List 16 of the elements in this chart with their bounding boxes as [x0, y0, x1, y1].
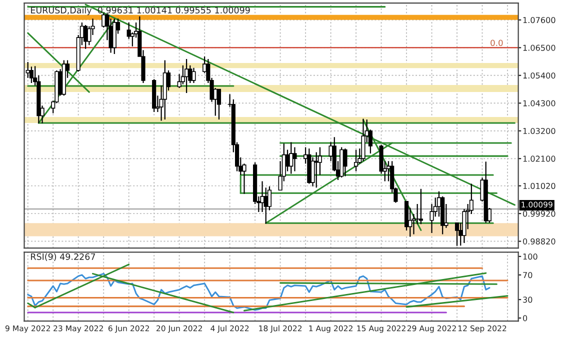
annotation: 0.0 [490, 40, 503, 46]
y-tick-label: 100 [523, 254, 538, 260]
y-tick-label: 1.04300 [523, 100, 556, 106]
y-tick-label: 1.01020 [523, 182, 556, 189]
chart-title: EURUSD,Daily 0.99631 1.00141 0.99555 1.00099 [31, 6, 250, 16]
y-tick-label: 1.06500 [523, 44, 556, 51]
y-tick-label: 70 [523, 272, 532, 278]
y-tick-label: 30 [523, 296, 532, 303]
y-tick-label: 0.99920 [523, 210, 556, 217]
y-tick-label: 0.98820 [523, 238, 556, 244]
y-tick-label: 1.03200 [523, 128, 556, 134]
y-tick-label: 0 [523, 315, 528, 322]
y-tick-label: 1.05400 [523, 72, 556, 79]
y-tick-label: 1.07600 [523, 17, 556, 24]
y-tick-label: 1.02100 [523, 156, 556, 162]
chart-title: RSI(9) 49.2267 [31, 253, 96, 261]
